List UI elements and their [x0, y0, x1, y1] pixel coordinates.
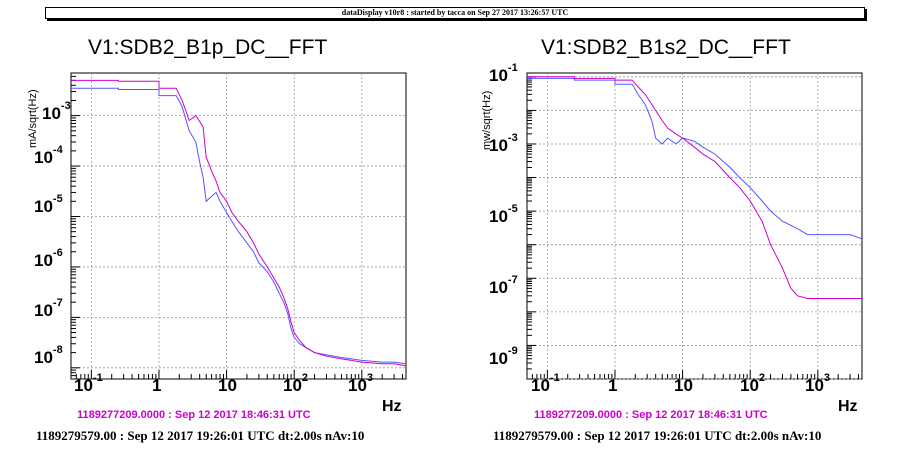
panel2-timestamp-start: 1189277209.0000 : Sep 12 2017 18:46:31 U… [534, 409, 768, 421]
panel1-plot-frame [70, 72, 407, 380]
panel2-xtick: 102 [740, 372, 766, 395]
panel2-ytick: 10-7 [489, 274, 518, 297]
panel1-xtick: 10-1 [74, 372, 103, 395]
panel2-timestamp-current: 1189279579.00 : Sep 12 2017 19:26:01 UTC… [493, 428, 822, 443]
panel2-title: V1:SDB2_B1s2_DC__FFT [541, 36, 791, 59]
panel2-ytick: 10-5 [489, 203, 518, 226]
panel1-ytick: 10-8 [34, 344, 63, 367]
panel1-timestamp-current: 1189279579.00 : Sep 12 2017 19:26:01 UTC… [36, 428, 365, 443]
panel1-xtick: 1 [152, 376, 162, 395]
panel1-ytick: 10-3 [42, 100, 71, 123]
panel2-ytick: 10-1 [489, 62, 518, 85]
panel1-xtick: 10 [218, 376, 237, 395]
panel2-series-2-line [527, 76, 862, 299]
panel1-ytick: 10-7 [34, 297, 63, 320]
panel2-plot-frame [526, 72, 863, 380]
panel1-xunit: Hz [382, 398, 402, 415]
panel1-series-2-line [71, 79, 407, 367]
panel2-ytick: 10-3 [489, 132, 518, 155]
panel2-series-1-line [527, 77, 863, 240]
panel1-timestamp-start: 1189277209.0000 : Sep 12 2017 18:46:31 U… [77, 409, 311, 421]
panel1-series-1-line [71, 87, 407, 365]
panel2-xtick: 10 [674, 376, 693, 395]
panel2-xtick: 1 [608, 376, 618, 395]
panel2-xtick: 10-1 [531, 372, 560, 395]
panel1-ytick: 10-5 [34, 193, 63, 216]
display-banner: dataDisplay v10r8 : started by tacca on … [45, 7, 865, 19]
panel2-ytick: 10-9 [489, 345, 518, 368]
panel1-xtick: 102 [283, 372, 309, 395]
panel1-ytick: 10-6 [34, 247, 63, 270]
panel2-xunit: Hz [838, 398, 858, 415]
panel1-title: V1:SDB2_B1p_DC__FFT [88, 36, 328, 59]
panel1-xtick: 103 [348, 372, 374, 395]
panel1-ytick: 10-4 [34, 144, 63, 167]
panel2-xtick: 103 [805, 372, 831, 395]
